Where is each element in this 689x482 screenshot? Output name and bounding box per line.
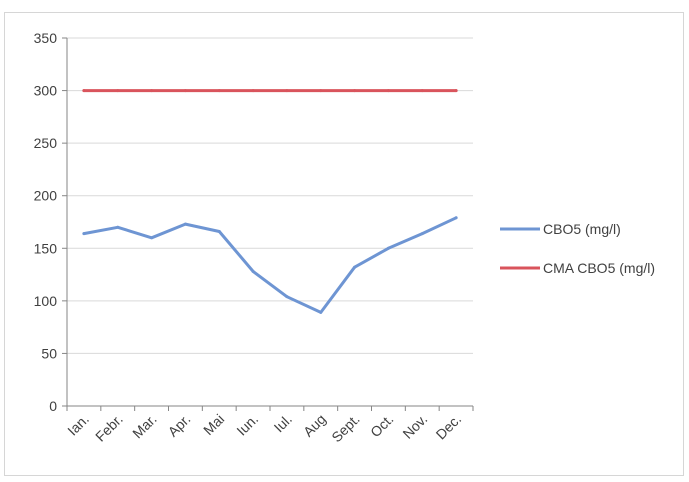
data-point: [82, 232, 86, 236]
data-point: [82, 89, 86, 93]
x-tick-label: Mar.: [129, 411, 160, 442]
chart-frame: [4, 12, 684, 476]
data-point: [116, 89, 120, 93]
data-point: [454, 89, 458, 93]
x-tick-label: Mai: [200, 411, 227, 438]
data-point: [353, 265, 357, 269]
grid-layer: [67, 37, 473, 354]
data-point: [150, 236, 154, 240]
data-point: [420, 232, 424, 236]
data-point: [183, 89, 187, 93]
x-tick-label: Febr.: [92, 411, 126, 445]
legend-label: CBO5 (mg/l): [543, 221, 621, 237]
x-tick-label: Dec.: [433, 411, 465, 443]
data-point: [454, 216, 458, 220]
y-tick-label: 150: [34, 240, 58, 256]
y-tick-label: 350: [34, 30, 58, 46]
legend: CBO5 (mg/l) CMA CBO5 (mg/l): [500, 221, 655, 276]
y-tick-label: 50: [41, 345, 57, 361]
data-point: [386, 246, 390, 250]
y-tick-label: 200: [34, 188, 58, 204]
data-point: [116, 225, 120, 229]
data-point: [353, 89, 357, 93]
data-point: [217, 229, 221, 233]
x-tick-label: Oct.: [367, 411, 396, 440]
series-line-0: [82, 216, 458, 314]
data-point: [183, 222, 187, 226]
x-tick-label: Nov.: [399, 411, 430, 442]
x-tick-label: Iul.: [271, 411, 296, 436]
y-tick-label: 0: [49, 398, 57, 414]
data-point: [251, 269, 255, 273]
data-point: [420, 89, 424, 93]
x-tick-label: Ian.: [64, 411, 92, 439]
x-tick-label: Iun.: [233, 411, 261, 439]
data-point: [285, 295, 289, 299]
x-tick-label: Sept.: [328, 411, 362, 445]
data-point: [251, 89, 255, 93]
y-tick-label: 100: [34, 293, 58, 309]
data-point: [150, 89, 154, 93]
data-point: [319, 310, 323, 314]
data-point: [217, 89, 221, 93]
x-tick-label: Aug: [300, 411, 329, 440]
series-layer: [82, 89, 458, 314]
axis-layer: 0 50 100 150 200 250 300 350 Ian. Febr. Mar. Apr. Ma…: [34, 30, 474, 445]
legend-label: CMA CBO5 (mg/l): [543, 260, 655, 276]
data-point: [386, 89, 390, 93]
y-tick-label: 250: [34, 135, 58, 151]
data-point: [319, 89, 323, 93]
y-tick-label: 300: [34, 83, 58, 99]
data-point: [285, 89, 289, 93]
x-tick-label: Apr.: [165, 411, 194, 440]
